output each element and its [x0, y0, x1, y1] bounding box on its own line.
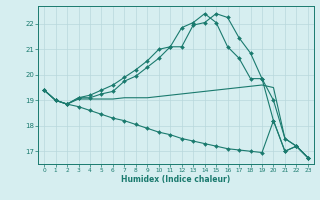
X-axis label: Humidex (Indice chaleur): Humidex (Indice chaleur) — [121, 175, 231, 184]
